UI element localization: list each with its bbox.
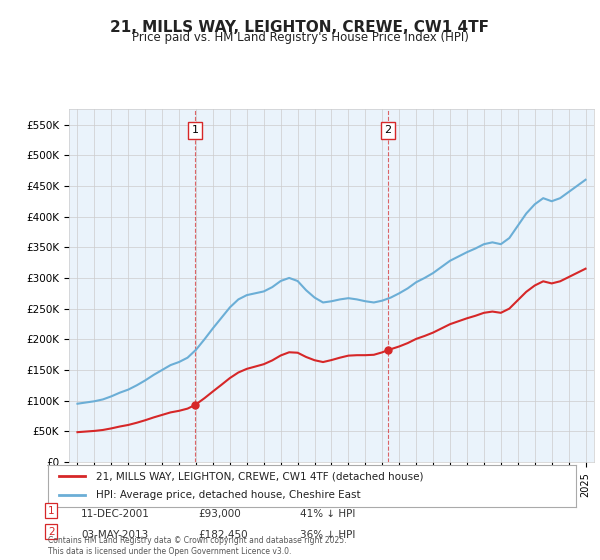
- Text: 03-MAY-2013: 03-MAY-2013: [81, 530, 148, 540]
- Text: 2: 2: [48, 527, 55, 537]
- Text: 21, MILLS WAY, LEIGHTON, CREWE, CW1 4TF: 21, MILLS WAY, LEIGHTON, CREWE, CW1 4TF: [110, 20, 490, 35]
- Text: HPI: Average price, detached house, Cheshire East: HPI: Average price, detached house, Ches…: [95, 491, 360, 501]
- Text: 21, MILLS WAY, LEIGHTON, CREWE, CW1 4TF (detached house): 21, MILLS WAY, LEIGHTON, CREWE, CW1 4TF …: [95, 471, 423, 481]
- Text: £93,000: £93,000: [198, 508, 241, 519]
- Text: 1: 1: [191, 125, 199, 136]
- Text: Price paid vs. HM Land Registry's House Price Index (HPI): Price paid vs. HM Land Registry's House …: [131, 31, 469, 44]
- Text: £182,450: £182,450: [198, 530, 248, 540]
- Text: 11-DEC-2001: 11-DEC-2001: [81, 508, 150, 519]
- Text: Contains HM Land Registry data © Crown copyright and database right 2025.
This d: Contains HM Land Registry data © Crown c…: [48, 536, 347, 556]
- Text: 2: 2: [385, 125, 392, 136]
- Text: 1: 1: [48, 506, 55, 516]
- Text: 41% ↓ HPI: 41% ↓ HPI: [300, 508, 355, 519]
- Text: 36% ↓ HPI: 36% ↓ HPI: [300, 530, 355, 540]
